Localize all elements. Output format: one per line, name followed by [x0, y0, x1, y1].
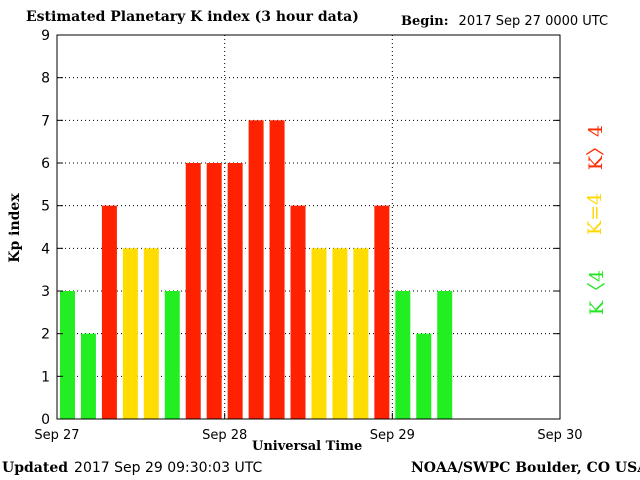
- grid-lines: [57, 35, 560, 419]
- kp-bar: [59, 291, 75, 419]
- kp-bar: [143, 248, 159, 419]
- kp-bar: [227, 163, 243, 419]
- kp-bar: [311, 248, 327, 419]
- begin-label: Begin:: [401, 14, 449, 29]
- kp-bar: [395, 291, 411, 419]
- y-tick-label: 5: [41, 199, 50, 215]
- y-axis-label: Kp index: [6, 193, 23, 263]
- begin-value: 2017 Sep 27 0000 UTC: [458, 14, 609, 29]
- kp-bar: [80, 333, 96, 419]
- y-tick-label: 9: [41, 28, 50, 44]
- kp-bar: [122, 248, 138, 419]
- x-tick-label: Sep 30: [537, 428, 582, 443]
- x-axis-label: Universal Time: [252, 439, 363, 454]
- kp-bar: [164, 291, 180, 419]
- y-tick-label: 4: [41, 241, 50, 257]
- x-tick-label: Sep 28: [202, 428, 247, 443]
- chart-title: Estimated Planetary K index (3 hour data…: [26, 9, 359, 25]
- x-tick-label: Sep 27: [34, 428, 79, 443]
- begin-time: Begin: 2017 Sep 27 0000 UTC: [401, 14, 608, 29]
- legend-low: K〈4: [586, 269, 609, 316]
- y-tick-label: 8: [41, 71, 50, 87]
- kp-bar: [101, 205, 117, 419]
- kp-bar: [185, 163, 201, 419]
- y-tick-label: 2: [41, 327, 50, 343]
- kp-bar: [332, 248, 348, 419]
- y-tick-label: 3: [41, 284, 50, 300]
- kp-bar: [206, 163, 222, 419]
- kp-bar: [374, 205, 390, 419]
- updated-value: 2017 Sep 29 09:30:03 UTC: [74, 460, 263, 476]
- kp-bar: [248, 120, 264, 419]
- y-tick-label: 0: [41, 412, 50, 428]
- legend-mid: K=4: [584, 192, 607, 236]
- kp-bar: [353, 248, 369, 419]
- credit: NOAA/SWPC Boulder, CO USA: [411, 460, 640, 476]
- y-tick-label: 7: [41, 113, 50, 129]
- y-tick-label: 6: [41, 156, 50, 172]
- kp-bar: [437, 291, 453, 419]
- x-tick-label: Sep 29: [370, 428, 415, 443]
- plot-frame: [56, 34, 561, 420]
- x-ticks: Sep 27 Sep 28 Sep 29 Sep 30: [34, 413, 583, 443]
- kp-bar: [269, 120, 285, 419]
- y-ticks: 0 1 2 3 4 5 6 7 8 9: [41, 28, 560, 428]
- kp-bar: [290, 205, 306, 419]
- kp-bar: [416, 333, 432, 419]
- bars: [59, 120, 453, 419]
- updated-label: Updated: [2, 460, 69, 476]
- updated-time: Updated 2017 Sep 29 09:30:03 UTC: [2, 460, 262, 476]
- y-tick-label: 1: [41, 369, 50, 385]
- legend-high: K〉4: [585, 124, 608, 171]
